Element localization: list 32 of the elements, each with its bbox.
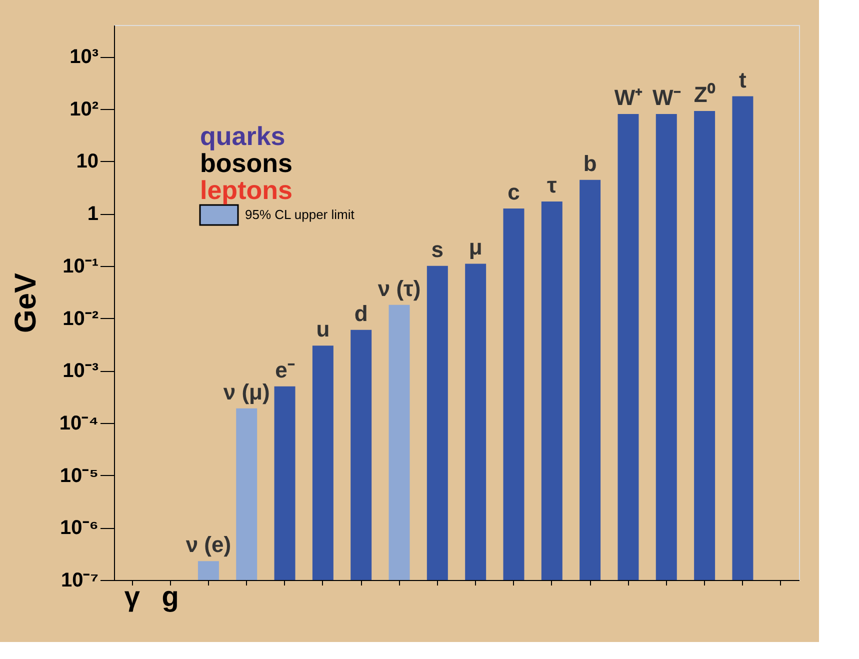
y-tick-label: 10³ xyxy=(70,46,99,68)
annotation: leptons xyxy=(200,175,292,205)
x-tick-label: γ xyxy=(124,581,140,612)
x-tick-label: Z⁰ xyxy=(694,82,716,108)
x-tick-label: t xyxy=(739,67,748,92)
y-tick-label: 10⁻⁵ xyxy=(60,464,98,487)
y-axis-title: GeV xyxy=(9,272,42,334)
y-tick-label: 10⁻² xyxy=(62,308,99,330)
annotation: quarks xyxy=(200,121,286,151)
x-tick-label: μ xyxy=(468,234,482,260)
legend-label: 95% CL upper limit xyxy=(245,207,355,222)
x-tick-label: c xyxy=(508,179,520,204)
y-tick-label: 10⁻⁴ xyxy=(59,412,98,434)
x-tick-label: s xyxy=(431,236,444,262)
x-tick-label: g xyxy=(162,581,179,612)
x-tick-label: τ xyxy=(546,172,557,198)
x-tick-label: d xyxy=(354,300,368,326)
x-tick-label: ν (μ) xyxy=(223,379,270,404)
y-tick-label: 10⁻⁶ xyxy=(60,517,98,540)
y-tick-label: 10⁻⁷ xyxy=(61,570,98,592)
y-tick-label: 10⁻¹ xyxy=(62,255,99,278)
x-tick-label: W⁻ xyxy=(652,84,682,110)
y-tick-label: 1 xyxy=(87,203,98,226)
y-tick-label: 10⁻³ xyxy=(62,360,99,382)
x-tick-label: b xyxy=(583,150,597,176)
x-tick-label: ν (e) xyxy=(186,532,232,558)
x-tick-label: W⁺ xyxy=(614,84,644,110)
x-tick-label: u xyxy=(316,316,330,342)
x-tick-label: ν (τ) xyxy=(378,276,421,301)
x-tick-label: e⁻ xyxy=(275,357,296,382)
y-tick-label: 10 xyxy=(76,150,98,173)
y-tick-label: 10² xyxy=(70,98,99,120)
